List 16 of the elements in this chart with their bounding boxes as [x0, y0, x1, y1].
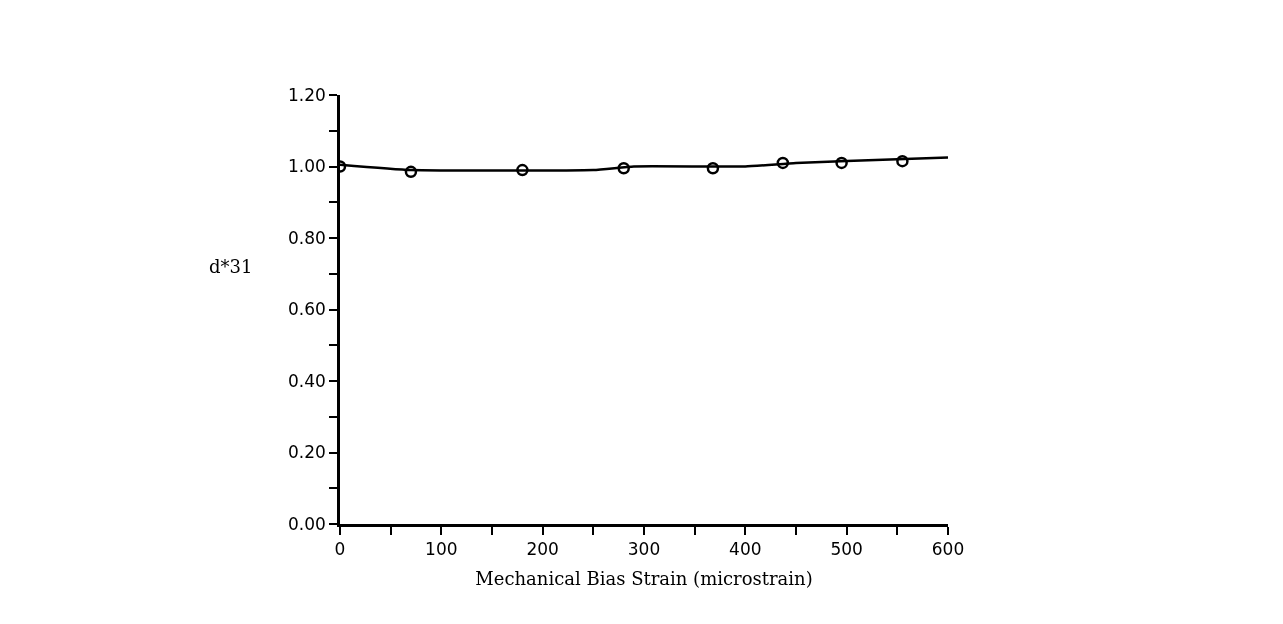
y-tick-label: 0.00 [287, 513, 326, 534]
y-tick-label: 1.00 [287, 156, 326, 177]
y-tick-label: 0.80 [287, 227, 326, 248]
x-tick-label: 600 [931, 539, 965, 560]
y-tick-label: 1.20 [287, 84, 326, 105]
y-axis-title: d*31 [209, 256, 253, 277]
x-tick-label: 400 [729, 539, 762, 560]
x-tick-label: 100 [425, 539, 458, 560]
x-tick-label: 0 [334, 539, 346, 560]
y-tick-label: 0.60 [287, 299, 326, 320]
x-tick-label: 500 [830, 539, 863, 560]
y-tick-label: 0.40 [287, 370, 326, 391]
x-axis-title: Mechanical Bias Strain (microstrain) [475, 568, 813, 590]
x-tick-label: 200 [526, 539, 559, 560]
x-tick-label: 300 [627, 539, 661, 560]
y-tick-label: 0.20 [287, 442, 326, 463]
